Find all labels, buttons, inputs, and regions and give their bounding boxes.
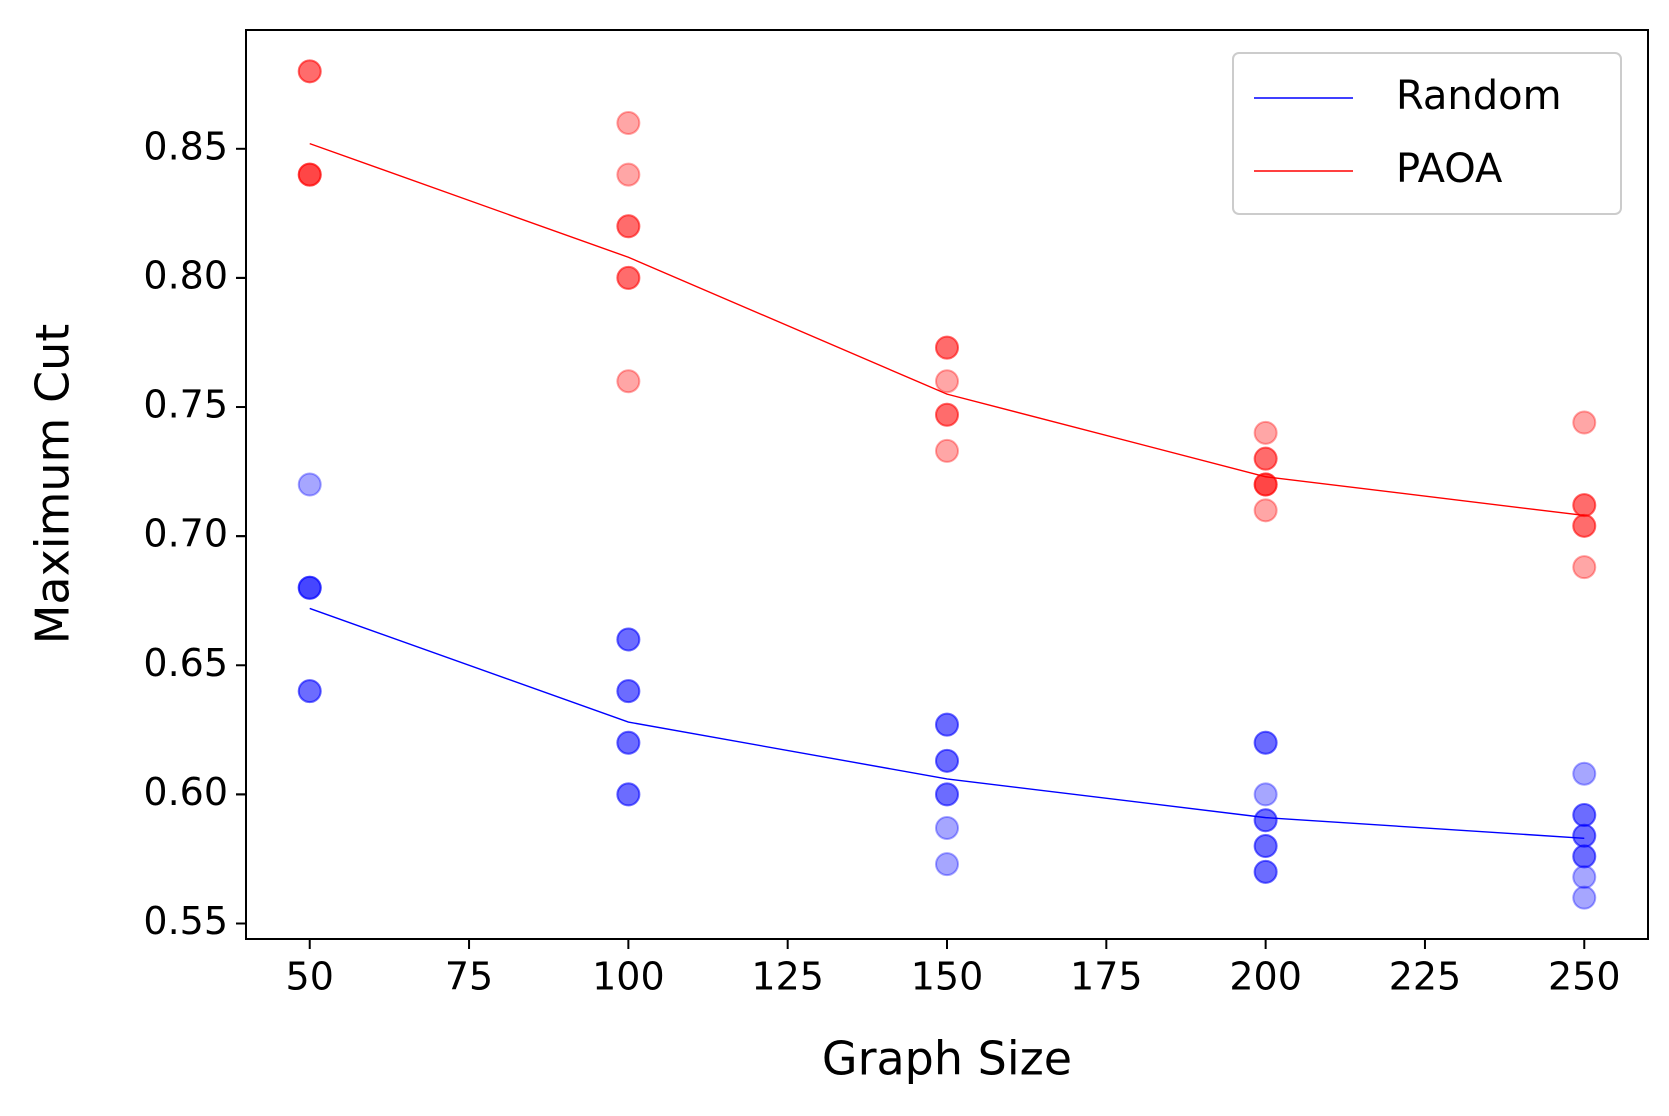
scatter-point	[1253, 808, 1278, 833]
scatter-point	[1253, 446, 1278, 471]
y-tick-label: 0.55	[143, 899, 228, 943]
scatter-point	[1253, 472, 1278, 497]
scatter-point	[1572, 844, 1597, 869]
scatter-point	[1253, 730, 1278, 755]
scatter-point	[297, 679, 322, 704]
scatter-point	[935, 369, 959, 394]
y-tick-label: 0.65	[143, 641, 228, 685]
y-tick-label: 0.60	[143, 770, 228, 814]
scatter-point	[1572, 410, 1597, 435]
x-axis-label: Graph Size	[822, 1032, 1072, 1086]
scatter-point	[297, 59, 322, 84]
scatter-point	[616, 265, 641, 290]
scatter-point	[935, 782, 959, 807]
scatter-point	[1253, 782, 1278, 807]
legend-label: PAOA	[1396, 146, 1503, 192]
scatter-point	[1253, 859, 1278, 884]
scatter-point	[616, 679, 641, 704]
scatter-point	[1253, 834, 1278, 859]
y-tick-label: 0.75	[143, 383, 228, 427]
scatter-point	[935, 852, 959, 877]
x-tick-label: 50	[286, 955, 334, 999]
scatter-point	[1572, 803, 1597, 828]
scatter-point	[1253, 859, 1278, 884]
x-tick-label: 250	[1548, 955, 1621, 999]
scatter-point	[1572, 803, 1597, 828]
legend-label: Random	[1396, 73, 1562, 119]
x-tick-label: 200	[1229, 955, 1302, 999]
scatter-point	[935, 335, 959, 360]
scatter-point	[616, 782, 641, 807]
scatter-point	[1253, 808, 1278, 833]
scatter-point	[1253, 472, 1278, 497]
scatter-point	[935, 438, 959, 463]
scatter-point	[616, 214, 641, 239]
scatter-point	[297, 575, 322, 600]
scatter-point	[935, 748, 959, 773]
x-tick-label: 225	[1389, 955, 1462, 999]
scatter-point	[935, 782, 959, 807]
scatter-point	[935, 402, 959, 427]
scatter-point	[616, 627, 641, 652]
scatter-point	[1253, 834, 1278, 859]
scatter-point	[1572, 513, 1597, 538]
scatter-point	[1572, 555, 1597, 580]
scatter-point	[616, 214, 641, 239]
scatter-point	[1572, 885, 1597, 910]
scatter-point	[1572, 493, 1597, 518]
scatter-point	[1572, 761, 1597, 786]
scatter-point	[935, 402, 959, 427]
scatter-point	[616, 162, 641, 187]
scatter-point	[1572, 493, 1597, 518]
scatter-point	[616, 730, 641, 755]
scatter-point	[297, 575, 322, 600]
scatter-point	[616, 110, 641, 135]
y-tick-label: 0.70	[143, 512, 228, 556]
scatter-point	[1253, 498, 1278, 523]
scatter-point	[1572, 844, 1597, 869]
scatter-point	[935, 748, 959, 773]
scatter-point	[1253, 446, 1278, 471]
scatter-point	[1253, 420, 1278, 445]
y-tick-label: 0.85	[143, 124, 228, 168]
scatter-point	[1572, 865, 1597, 890]
scatter-point	[297, 162, 322, 187]
y-axis-label: Maximum Cut	[26, 324, 80, 645]
scatter-point	[935, 712, 959, 737]
x-tick-label: 100	[592, 955, 665, 999]
scatter-point	[616, 627, 641, 652]
x-tick-label: 150	[911, 955, 984, 999]
scatter-point	[616, 265, 641, 290]
scatter-point	[1572, 823, 1597, 848]
scatter-point	[297, 59, 322, 84]
scatter-point	[1572, 823, 1597, 848]
scatter-point	[297, 679, 322, 704]
scatter-point	[1253, 472, 1278, 497]
scatter-point	[297, 575, 322, 600]
x-tick-label: 175	[1070, 955, 1143, 999]
scatter-point	[616, 679, 641, 704]
y-tick-label: 0.80	[143, 253, 228, 297]
scatter-point	[935, 335, 959, 360]
scatter-point	[297, 162, 322, 187]
scatter-point	[935, 815, 959, 840]
scatter-point	[297, 162, 322, 187]
scatter-point	[1253, 730, 1278, 755]
x-tick-label: 125	[751, 955, 824, 999]
line	[309, 607, 1585, 839]
x-tick-label: 75	[445, 955, 493, 999]
line	[309, 142, 1585, 517]
scatter-point	[297, 472, 322, 497]
legend-box	[1232, 52, 1622, 215]
scatter-point	[616, 369, 641, 394]
scatter-point	[616, 730, 641, 755]
scatter-point	[935, 712, 959, 737]
scatter-point	[616, 782, 641, 807]
